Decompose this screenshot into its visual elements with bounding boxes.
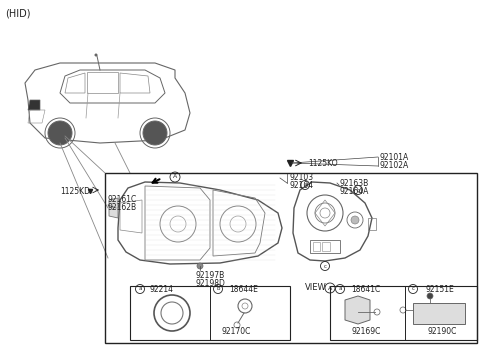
Text: 1125KD: 1125KD <box>60 187 90 196</box>
Text: 18644E: 18644E <box>229 285 258 293</box>
Circle shape <box>351 216 359 224</box>
Bar <box>330 286 477 340</box>
Text: VIEW: VIEW <box>305 284 327 293</box>
Text: 92151E: 92151E <box>425 285 454 293</box>
Text: c: c <box>411 286 415 292</box>
Text: 92169C: 92169C <box>351 326 380 335</box>
Text: (HID): (HID) <box>5 8 31 18</box>
Polygon shape <box>28 100 40 110</box>
Circle shape <box>143 121 167 145</box>
Text: 92170C: 92170C <box>222 326 252 335</box>
Text: 92101A: 92101A <box>380 152 409 161</box>
Bar <box>130 286 290 340</box>
Text: 92104: 92104 <box>290 182 314 190</box>
Text: 92164A: 92164A <box>340 187 370 196</box>
Text: A: A <box>173 174 177 180</box>
Text: 92103: 92103 <box>290 174 314 182</box>
Text: c: c <box>324 263 326 269</box>
Bar <box>105 173 477 343</box>
Polygon shape <box>413 303 465 324</box>
Text: 92163B: 92163B <box>340 179 369 188</box>
Text: 92198D: 92198D <box>195 279 225 288</box>
Circle shape <box>197 263 203 269</box>
Polygon shape <box>109 198 118 218</box>
Text: a: a <box>303 182 307 188</box>
Text: 92161C: 92161C <box>108 196 137 205</box>
Text: 92102A: 92102A <box>380 161 409 171</box>
Text: 92197B: 92197B <box>195 271 224 280</box>
Circle shape <box>95 54 97 56</box>
Text: 92162B: 92162B <box>108 204 137 213</box>
Text: 18641C: 18641C <box>351 285 380 293</box>
Circle shape <box>48 121 72 145</box>
Text: A: A <box>328 285 332 291</box>
Circle shape <box>427 293 433 299</box>
Text: 92190C: 92190C <box>428 326 457 335</box>
Text: b: b <box>356 188 360 192</box>
Text: a: a <box>338 286 342 292</box>
Text: b: b <box>216 286 220 292</box>
Polygon shape <box>345 296 370 324</box>
Text: 92214: 92214 <box>150 285 174 293</box>
Text: a: a <box>138 286 142 292</box>
Text: 1125KO: 1125KO <box>308 158 337 167</box>
